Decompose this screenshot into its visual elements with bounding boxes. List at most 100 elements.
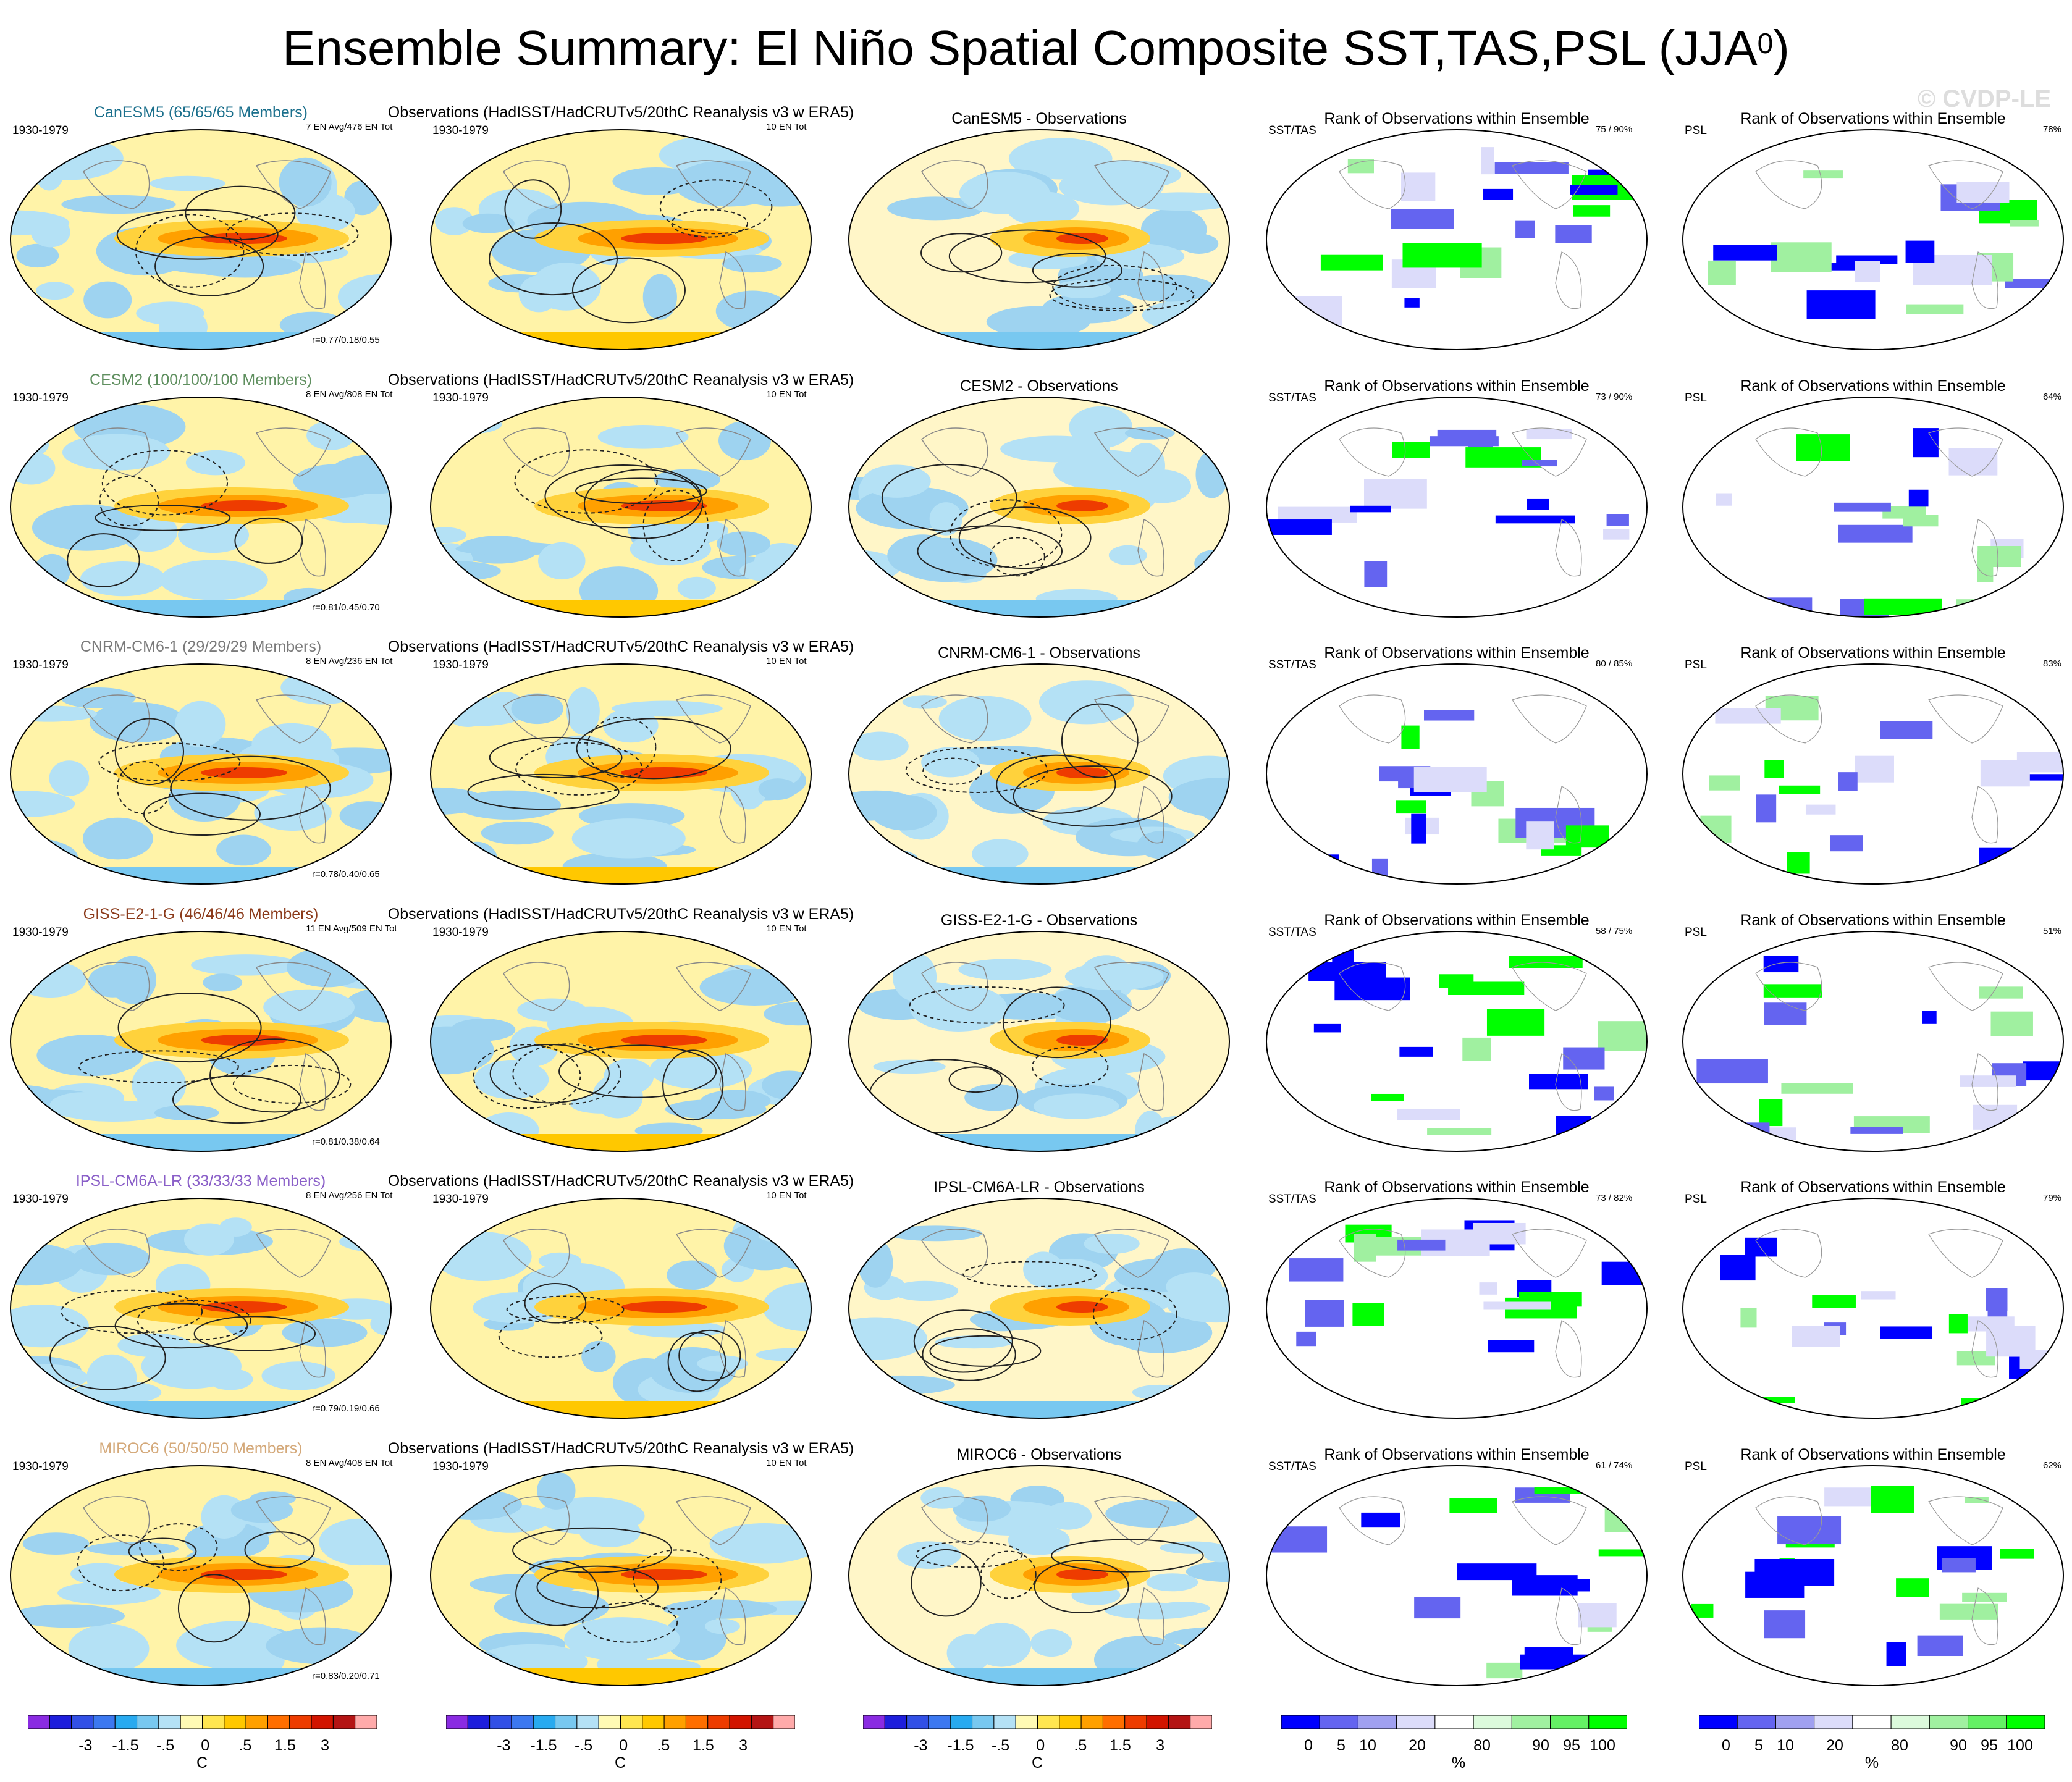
obs-title: Observations (HadISST/HadCRUTv5/20thC Re… [387, 104, 854, 121]
temp-colorbar [863, 1715, 1212, 1729]
rank-colorbar [1281, 1715, 1627, 1729]
field-map [10, 663, 392, 885]
ensemble-count: 8 EN Avg/408 EN Tot [306, 1457, 393, 1468]
colorbar-swatch [137, 1715, 159, 1729]
model-title: CESM2 (100/100/100 Members) [90, 371, 312, 389]
model-title: MIROC6 (50/50/50 Members) [99, 1439, 303, 1457]
colorbar-tick-label: -1.5 [947, 1737, 974, 1754]
psl-label: PSL [1685, 658, 1707, 671]
colorbar-swatch [446, 1715, 468, 1729]
rank-map [1266, 1465, 1648, 1686]
colorbar-tick-label: 1.5 [693, 1737, 714, 1754]
colorbar-tick-label: 90 [1532, 1737, 1549, 1754]
rank-map [1266, 396, 1648, 618]
period-label: 1930-1979 [432, 124, 489, 137]
temp-colorbar [446, 1715, 795, 1729]
rank-colorbar [1699, 1715, 2045, 1729]
obs-count: 10 EN Tot [766, 1190, 807, 1201]
rank-map [1266, 129, 1648, 350]
colorbar-tick-label: 1.5 [274, 1737, 296, 1754]
diff-title: IPSL-CM6A-LR - Observations [933, 1179, 1145, 1196]
obs-title: Observations (HadISST/HadCRUTv5/20thC Re… [387, 1439, 854, 1457]
ensemble-count: 8 EN Avg/808 EN Tot [306, 389, 393, 400]
colorbar-tick-label: 0 [1036, 1737, 1045, 1754]
colorbar-swatch [1102, 1715, 1126, 1729]
sst-tas-label: SST/TAS [1268, 124, 1316, 137]
ensemble-count: 7 EN Avg/476 EN Tot [306, 122, 393, 132]
colorbar-swatch [555, 1715, 578, 1729]
colorbar-tick-label: -1.5 [530, 1737, 557, 1754]
rank-title: Rank of Observations within Ensemble [1740, 644, 2006, 662]
obs-map [430, 129, 812, 350]
colorbar-tick-label: 80 [1473, 1737, 1491, 1754]
diff-map [848, 663, 1230, 885]
sst-rank-value: 73 / 90% [1596, 391, 1633, 402]
psl-label: PSL [1685, 925, 1707, 939]
rank-title: Rank of Observations within Ensemble [1324, 1445, 1590, 1463]
colorbar-swatch [511, 1715, 534, 1729]
colorbar-swatch [1080, 1715, 1103, 1729]
obs-count: 10 EN Tot [766, 923, 807, 934]
sst-tas-label: SST/TAS [1268, 1460, 1316, 1473]
colorbar-tick-label: .5 [657, 1737, 670, 1754]
rank-title: Rank of Observations within Ensemble [1324, 911, 1590, 929]
obs-title: Observations (HadISST/HadCRUTv5/20thC Re… [387, 638, 854, 655]
colorbar-swatch [707, 1715, 730, 1729]
rank-title: Rank of Observations within Ensemble [1740, 110, 2006, 127]
obs-title: Observations (HadISST/HadCRUTv5/20thC Re… [387, 1172, 854, 1190]
colorbar-swatch [642, 1715, 665, 1729]
sst-rank-value: 61 / 74% [1596, 1460, 1633, 1471]
colorbar-swatch [1775, 1715, 1815, 1729]
colorbar-swatch [663, 1715, 686, 1729]
period-label: 1930-1979 [12, 1460, 69, 1473]
psl-rank-value: 62% [2043, 1460, 2062, 1471]
colorbar-tick-label: 0 [1722, 1737, 1730, 1754]
diff-title: GISS-E2-1-G - Observations [940, 911, 1138, 929]
diff-title: CanESM5 - Observations [951, 110, 1127, 127]
colorbar-swatch [906, 1715, 929, 1729]
colorbar-swatch [950, 1715, 973, 1729]
colorbar-swatch [773, 1715, 795, 1729]
colorbar-swatch [1588, 1715, 1627, 1729]
colorbar-tick-label: 80 [1891, 1737, 1908, 1754]
period-label: 1930-1979 [12, 658, 69, 671]
diff-title: CESM2 - Observations [960, 377, 1118, 395]
period-label: 1930-1979 [432, 925, 489, 939]
colorbar-tick-label: -1.5 [112, 1737, 139, 1754]
colorbar-tick-label: 3 [739, 1737, 748, 1754]
rank-map [1682, 129, 2064, 350]
colorbar-tick-label: 20 [1409, 1737, 1426, 1754]
rank-title: Rank of Observations within Ensemble [1324, 110, 1590, 127]
psl-rank-value: 79% [2043, 1193, 2062, 1203]
watermark-text: © CVDP-LE [1917, 85, 2051, 112]
obs-count: 10 EN Tot [766, 389, 807, 400]
model-title: CanESM5 (65/65/65 Members) [94, 104, 308, 121]
colorbar-tick-label: .5 [238, 1737, 252, 1754]
colorbar-swatch [355, 1715, 377, 1729]
colorbar-unit: C [196, 1754, 208, 1771]
colorbar-swatch [1511, 1715, 1551, 1729]
colorbar-swatch [685, 1715, 709, 1729]
colorbar-unit: % [1451, 1754, 1466, 1771]
colorbar-swatch [620, 1715, 643, 1729]
colorbar-tick-label: 5 [1337, 1737, 1346, 1754]
colorbar-swatch [289, 1715, 312, 1729]
colorbar-swatch [1890, 1715, 1930, 1729]
psl-label: PSL [1685, 1460, 1707, 1473]
colorbar-swatch [598, 1715, 621, 1729]
pattern-correlation: r=0.77/0.18/0.55 [312, 335, 380, 345]
colorbar-swatch [1319, 1715, 1358, 1729]
sst-rank-value: 58 / 75% [1596, 925, 1633, 936]
colorbar-tick-label: -.5 [991, 1737, 1010, 1754]
colorbar-swatch [928, 1715, 951, 1729]
obs-count: 10 EN Tot [766, 1457, 807, 1468]
diff-map [848, 1465, 1230, 1686]
psl-label: PSL [1685, 124, 1707, 137]
colorbar-swatch [224, 1715, 246, 1729]
colorbar-swatch [1168, 1715, 1191, 1729]
colorbar-tick-label: 10 [1777, 1737, 1794, 1754]
colorbar-tick-label: 3 [321, 1737, 329, 1754]
pattern-correlation: r=0.83/0.20/0.71 [312, 1670, 380, 1681]
colorbar-tick-label: -3 [497, 1737, 511, 1754]
colorbar-tick-label: -.5 [156, 1737, 175, 1754]
